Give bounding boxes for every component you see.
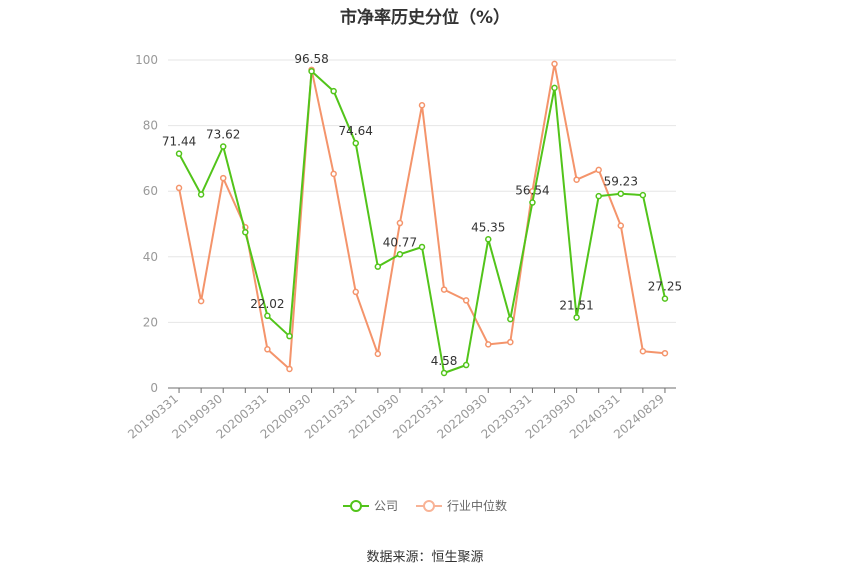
company-point [639, 191, 647, 199]
company-point [507, 315, 514, 323]
industry-point [374, 350, 382, 358]
industry-point [440, 286, 448, 293]
chart-title: 市净率历史分位（%） [339, 8, 511, 28]
company-point [617, 190, 625, 197]
company-data-label: 73.62 [206, 128, 240, 142]
company-data-label: 71.44 [162, 135, 196, 149]
company-data-label: 21.51 [559, 298, 593, 312]
industry-point [286, 365, 293, 373]
company-point [286, 332, 293, 340]
company-point [595, 192, 602, 200]
legend-industry-swatch-icon [416, 499, 442, 513]
data-labels: 71.44 73.62 22.02 96.58 74.64 40.77 4.58 45.35 5… [162, 52, 682, 368]
company-point [264, 312, 271, 320]
company-data-label: 27.25 [648, 280, 682, 294]
y-tick-label: 20 [143, 315, 158, 329]
y-tick-label: 40 [143, 250, 158, 264]
company-point [219, 143, 227, 150]
y-tick-label: 80 [143, 119, 158, 133]
company-point [396, 251, 404, 258]
grid-lines [168, 59, 676, 323]
industry-point [485, 341, 492, 348]
company-point [485, 236, 492, 243]
industry-point [396, 219, 404, 227]
company-point [308, 67, 315, 75]
industry-point [507, 338, 514, 346]
legend-item-company[interactable]: 公司 [342, 497, 398, 514]
company-data-label: 40.77 [383, 235, 417, 249]
company-point [352, 139, 359, 147]
company-point [418, 243, 426, 251]
y-tick-label: 0 [150, 381, 158, 395]
legend-company-label: 公司 [373, 499, 398, 513]
industry-point [197, 297, 205, 305]
company-point [462, 361, 470, 369]
company-data-label: 22.02 [250, 297, 284, 311]
company-data-label: 45.35 [471, 220, 505, 234]
industry-point [573, 176, 580, 183]
company-data-label: 96.58 [294, 52, 328, 66]
legend: 公司 行业中位数 [0, 497, 850, 514]
industry-point [330, 170, 337, 178]
industry-point [219, 174, 227, 182]
company-point [175, 150, 183, 157]
company-point [573, 314, 580, 321]
y-tick-label: 60 [143, 184, 158, 198]
industry-point [175, 184, 183, 192]
legend-item-industry[interactable]: 行业中位数 [416, 497, 507, 514]
company-point [330, 87, 337, 95]
industry-point [551, 60, 558, 68]
company-data-label: 59.23 [604, 175, 638, 189]
company-point [440, 369, 448, 377]
data-source-note: 数据来源：恒生聚源 [366, 550, 484, 565]
industry-point [639, 348, 647, 355]
industry-point [661, 349, 669, 357]
legend-industry-label: 行业中位数 [447, 499, 508, 513]
company-point [661, 295, 669, 302]
y-tick-label: 100 [135, 53, 158, 67]
company-point [551, 84, 558, 92]
industry-point [352, 288, 359, 296]
industry-point [617, 222, 625, 229]
series-line-industry [178, 62, 666, 370]
series-line-company [178, 70, 666, 374]
company-data-label: 56.54 [515, 184, 549, 198]
industry-point [264, 346, 271, 353]
company-data-label: 4.58 [431, 354, 458, 368]
industry-point [595, 166, 602, 174]
company-point [374, 263, 382, 270]
company-point [197, 191, 205, 198]
industry-point [418, 102, 426, 109]
company-data-label: 74.64 [339, 124, 373, 138]
company-point [529, 199, 536, 206]
series-lines [175, 60, 669, 377]
industry-point [462, 297, 470, 304]
legend-company-swatch-icon [342, 499, 369, 513]
company-point [242, 228, 249, 236]
